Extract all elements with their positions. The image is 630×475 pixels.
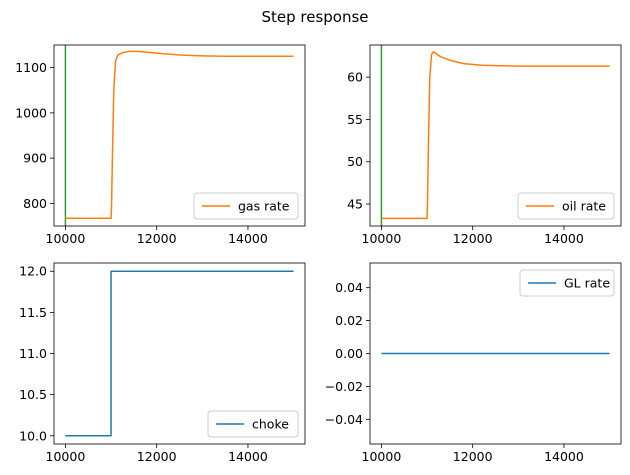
- oil-legend: oil rate: [517, 192, 615, 220]
- figure-title: Step response: [261, 8, 369, 26]
- gl-legend-box: [519, 269, 615, 297]
- gas-axes-frame: [53, 44, 306, 227]
- choke-ytick-label: 10.0: [19, 428, 47, 443]
- gl-xtick-label: 12000: [453, 449, 493, 464]
- oil-xtick-label: 12000: [453, 231, 493, 246]
- oil-series-line-0: [381, 51, 610, 220]
- gl-xtick-label: 14000: [544, 449, 584, 464]
- gas-ytick-label: 800: [23, 196, 47, 211]
- gas-ytick-label: 1100: [15, 60, 47, 75]
- oil-axes: 10000 12000 14000 45 50 55 60 oil rate: [347, 44, 622, 246]
- choke-legend-box: [207, 410, 299, 438]
- gas-xtick-label: 10000: [46, 231, 86, 246]
- gas-ytick-label: 900: [23, 151, 47, 166]
- gas-legend-box: [193, 192, 299, 220]
- oil-ytick-label: 60: [347, 70, 363, 85]
- choke-ytick-label: 12.0: [19, 264, 47, 279]
- gl-ytick-label: −0.04: [325, 412, 363, 427]
- gas-xtick-label: 12000: [137, 231, 177, 246]
- gas-legend: gas rate: [193, 192, 299, 220]
- gl-xtick-label: 10000: [362, 449, 402, 464]
- oil-ytick-label: 45: [347, 197, 363, 212]
- oil-ytick-label: 55: [347, 112, 363, 127]
- choke-legend-label: choke: [252, 417, 289, 432]
- choke-legend: choke: [207, 410, 299, 438]
- choke-axes: 10000 12000 14000 10.0 10.5 11.0 11.5 12.0 choke: [19, 262, 306, 464]
- oil-legend-label: oil rate: [562, 199, 606, 214]
- choke-ytick-label: 10.5: [19, 387, 47, 402]
- choke-series-line-0: [65, 270, 294, 437]
- choke-xtick-label: 14000: [228, 449, 268, 464]
- gas-ytick-label: 1000: [15, 105, 47, 120]
- gl-ytick-label: −0.02: [325, 379, 363, 394]
- oil-ytick-label: 50: [347, 154, 363, 169]
- oil-axes-frame: [369, 44, 622, 227]
- gl-legend-label: GL rate: [564, 276, 610, 291]
- oil-xtick-label: 14000: [544, 231, 584, 246]
- gas-series-line-0: [65, 50, 294, 220]
- gl-ytick-label: 0.04: [335, 280, 363, 295]
- gl-legend: GL rate: [519, 269, 615, 297]
- oil-xtick-label: 10000: [362, 231, 402, 246]
- gas-xtick-label: 14000: [228, 231, 268, 246]
- gl-ytick-label: 0.00: [335, 346, 363, 361]
- oil-legend-box: [517, 192, 615, 220]
- choke-ytick-label: 11.5: [19, 305, 47, 320]
- choke-ytick-label: 11.0: [19, 346, 47, 361]
- choke-xtick-label: 12000: [137, 449, 177, 464]
- gl-axes: 10000 12000 14000 −0.04 −0.02 0.00 0.02 0.04 GL …: [325, 262, 622, 464]
- choke-xtick-label: 10000: [46, 449, 86, 464]
- gas-axes: 10000 12000 14000 800 900 1000 1100 gas rate: [15, 44, 306, 246]
- gas-legend-label: gas rate: [238, 199, 290, 214]
- gl-ytick-label: 0.02: [335, 313, 363, 328]
